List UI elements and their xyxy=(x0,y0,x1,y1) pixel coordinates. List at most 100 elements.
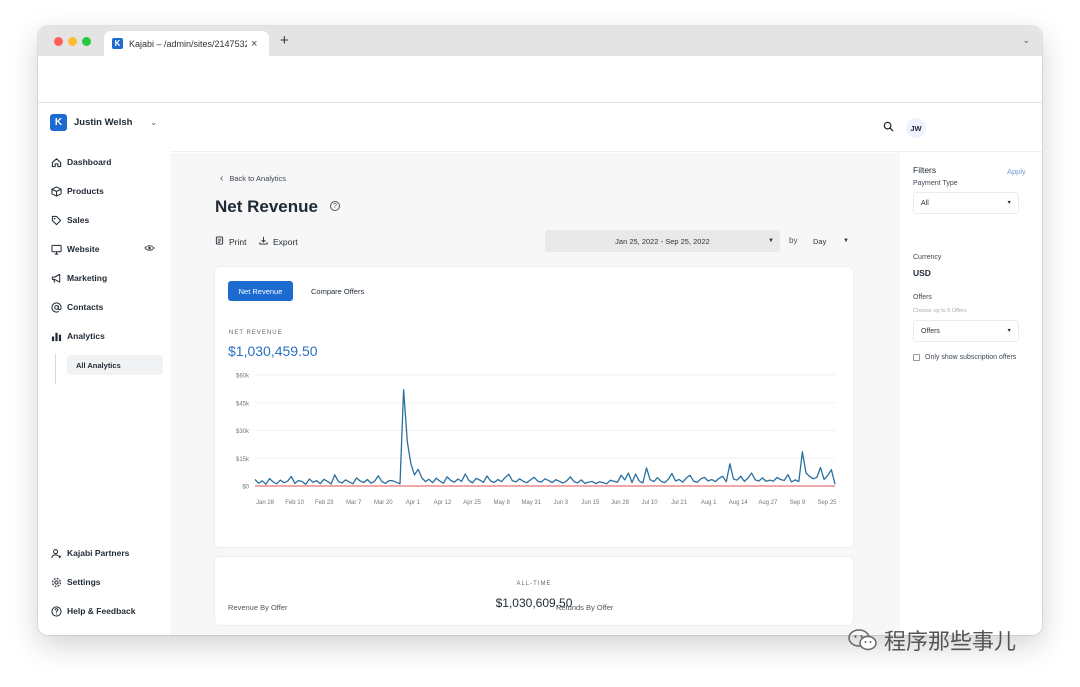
print-label: Print xyxy=(229,236,247,247)
x-tick-label: Sep 9 xyxy=(790,500,806,506)
browser-window: K Kajabi – /admin/sites/21475321 × + ⌄ K… xyxy=(38,26,1042,635)
sidebar-item-dashboard[interactable]: Dashboard xyxy=(50,155,111,169)
export-button[interactable]: Export xyxy=(259,236,298,247)
tab-net-revenue[interactable]: Net Revenue xyxy=(228,281,293,301)
y-tick-label: $15k xyxy=(236,457,250,463)
minimize-window-button[interactable] xyxy=(68,37,77,46)
offers-label: Offers xyxy=(913,294,932,301)
tab-compare-offers[interactable]: Compare Offers xyxy=(311,286,365,296)
offers-placeholder: Offers xyxy=(921,327,940,335)
sidebar-subitem-all-analytics[interactable]: All Analytics xyxy=(67,355,163,375)
subscription-offers-checkbox[interactable]: Only show subscription offers xyxy=(913,354,1016,361)
sidebar-item-contacts[interactable]: Contacts xyxy=(50,300,103,314)
bar-chart-icon xyxy=(50,330,62,342)
sidebar-item-analytics[interactable]: Analytics xyxy=(50,329,105,343)
help-circle-icon[interactable]: ? xyxy=(330,201,340,211)
all-time-value: $1,030,609.50 xyxy=(495,596,573,610)
net-revenue-chart: $60k $45k $30k $15k $0 Jan 28 Feb 10 Feb 23 Mar … xyxy=(236,374,837,507)
account-name: Justin Welsh xyxy=(74,117,133,128)
payment-type-value: All xyxy=(921,199,929,207)
app-header: JW xyxy=(170,104,1042,152)
watermark: 程序那些事儿 xyxy=(848,624,1016,656)
at-icon xyxy=(50,301,62,313)
offers-select[interactable]: Offers ▼ xyxy=(913,320,1019,342)
tab-title: Kajabi – /admin/sites/21475321 xyxy=(129,38,247,49)
x-tick-label: May 31 xyxy=(521,500,541,506)
sidebar-item-label: Sales xyxy=(67,215,90,225)
y-tick-label: $45k xyxy=(236,401,250,407)
net-revenue-value: $1,030,459.50 xyxy=(228,343,318,359)
search-icon[interactable] xyxy=(883,121,894,135)
sidebar-item-kajabi-partners[interactable]: Kajabi Partners xyxy=(50,546,129,560)
sidebar-item-settings[interactable]: Settings xyxy=(50,575,101,589)
caret-down-icon: ▼ xyxy=(1006,200,1012,206)
granularity-select[interactable]: Day ▼ xyxy=(808,230,854,252)
download-icon xyxy=(259,236,268,247)
user-plus-icon xyxy=(50,547,62,559)
main-content: ‹ Back to Analytics Net Revenue ? Print … xyxy=(170,153,900,635)
chevron-down-icon: ⌄ xyxy=(150,118,158,127)
x-tick-label: Apr 1 xyxy=(406,500,421,506)
kajabi-logo-icon: K xyxy=(50,114,67,131)
sidebar: K Justin Welsh ⌄ Dashboard Products Sale… xyxy=(38,104,170,635)
megaphone-icon xyxy=(50,272,62,284)
tag-icon xyxy=(50,214,62,226)
x-tick-label: Aug 14 xyxy=(729,500,749,506)
currency-value: USD xyxy=(913,268,931,278)
x-tick-label: Sep 25 xyxy=(817,500,837,506)
eye-icon[interactable] xyxy=(144,244,155,255)
currency-label: Currency xyxy=(913,254,942,261)
back-to-analytics-link[interactable]: ‹ Back to Analytics xyxy=(220,173,286,184)
refunds-by-offer-heading: Refunds By Offer xyxy=(556,603,614,612)
tab-list-chevron-icon[interactable]: ⌄ xyxy=(1022,35,1030,45)
watermark-text: 程序那些事儿 xyxy=(884,629,1017,654)
subscription-checkbox-label: Only show subscription offers xyxy=(925,354,1017,361)
back-label: Back to Analytics xyxy=(229,174,287,183)
sidebar-item-label: Analytics xyxy=(67,331,105,341)
sidebar-item-label: Settings xyxy=(67,577,101,587)
new-tab-button[interactable]: + xyxy=(280,32,289,49)
sidebar-item-label: Contacts xyxy=(67,302,104,312)
chevron-left-icon: ‹ xyxy=(220,173,224,184)
x-tick-label: Feb 23 xyxy=(315,500,334,506)
date-range-select[interactable]: Jan 25, 2022 - Sep 25, 2022 ▼ xyxy=(545,230,780,252)
question-icon xyxy=(50,605,62,617)
x-tick-label: Jan 28 xyxy=(256,500,275,506)
caret-down-icon: ▼ xyxy=(843,238,849,244)
revenue-by-offer-heading: Revenue By Offer xyxy=(228,603,288,612)
caret-down-icon: ▼ xyxy=(768,238,774,244)
avatar[interactable]: JW xyxy=(906,118,926,138)
monitor-icon xyxy=(50,243,62,255)
offers-hint: Choose up to 5 Offers xyxy=(913,308,967,314)
x-tick-label: Apr 12 xyxy=(434,500,452,506)
maximize-window-button[interactable] xyxy=(82,37,91,46)
close-window-button[interactable] xyxy=(54,37,63,46)
apply-filters-button[interactable]: Apply xyxy=(1007,167,1026,176)
by-label: by xyxy=(789,236,798,245)
printer-icon xyxy=(215,236,224,247)
payment-type-select[interactable]: All ▼ xyxy=(913,192,1019,214)
x-tick-label: Mar 20 xyxy=(374,500,393,506)
print-button[interactable]: Print xyxy=(215,236,246,247)
x-tick-label: Feb 10 xyxy=(285,500,304,506)
sidebar-item-label: Kajabi Partners xyxy=(67,548,130,558)
net-revenue-label: NET REVENUE xyxy=(229,330,283,336)
close-tab-icon[interactable]: × xyxy=(251,37,258,50)
checkbox-box[interactable] xyxy=(913,354,920,361)
browser-tab[interactable]: K Kajabi – /admin/sites/21475321 × xyxy=(104,31,269,56)
sidebar-item-products[interactable]: Products xyxy=(50,184,104,198)
account-switcher[interactable]: K Justin Welsh ⌄ xyxy=(50,114,157,131)
filters-panel: Filters Apply Payment Type All ▼ Currenc… xyxy=(900,153,1042,635)
x-tick-label: Mar 7 xyxy=(346,500,362,506)
date-range-value: Jan 25, 2022 - Sep 25, 2022 xyxy=(615,236,710,246)
sidebar-item-website[interactable]: Website xyxy=(50,242,99,256)
all-time-label: ALL-TIME xyxy=(516,581,552,587)
net-revenue-series-line xyxy=(254,389,836,485)
net-revenue-card: Net Revenue Compare Offers NET REVENUE $… xyxy=(215,267,853,547)
x-tick-label: Jun 15 xyxy=(581,500,600,506)
browser-toolbar xyxy=(38,56,1042,103)
sidebar-item-marketing[interactable]: Marketing xyxy=(50,271,107,285)
sidebar-item-sales[interactable]: Sales xyxy=(50,213,89,227)
browser-tab-bar: K Kajabi – /admin/sites/21475321 × + ⌄ xyxy=(38,26,1042,56)
sidebar-item-help-feedback[interactable]: Help & Feedback xyxy=(50,604,136,618)
